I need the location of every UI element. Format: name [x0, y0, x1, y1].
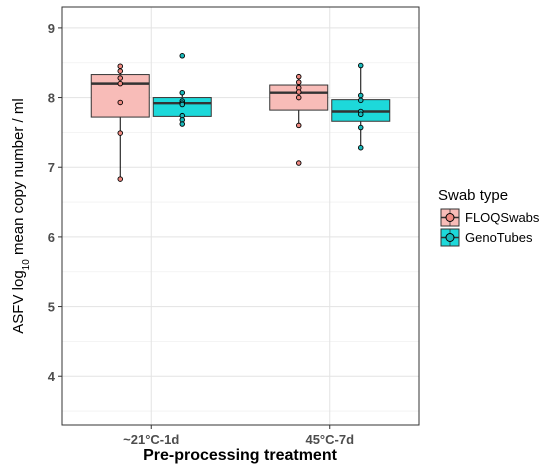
y-tick-label: 4 [48, 369, 56, 384]
y-tick-label: 9 [48, 21, 55, 36]
legend-label: GenoTubes [465, 230, 533, 245]
data-point [179, 121, 185, 127]
data-point [296, 160, 302, 166]
plot-border [61, 6, 420, 426]
x-axis: ~21°C-1d 45°C-7d [123, 425, 354, 447]
data-point [117, 63, 123, 69]
y-axis-label: ASFV log10 mean copy number / ml [10, 98, 32, 333]
data-point [117, 75, 123, 81]
y-tick-label: 8 [48, 91, 55, 106]
data-point [117, 176, 123, 182]
data-point [358, 92, 364, 99]
legend-label: FLOQSwabs [465, 210, 540, 225]
y-tick-label: 7 [48, 160, 55, 175]
plot-panel [62, 7, 419, 425]
data-point [296, 94, 302, 101]
data-point [358, 62, 364, 69]
legend: Swab type FLOQSwabs GenoTubes [438, 187, 540, 247]
data-point [358, 111, 364, 118]
data-point [117, 68, 123, 74]
x-tick-label: 45°C-7d [305, 432, 354, 447]
data-point [179, 53, 185, 59]
box [90, 74, 150, 118]
box-layer [90, 53, 391, 182]
data-point [296, 89, 302, 95]
legend-title: Swab type [438, 187, 508, 204]
legend-key-point [445, 213, 455, 222]
y-tick-label: 5 [48, 300, 55, 315]
data-point [117, 99, 123, 106]
data-point [296, 122, 302, 129]
x-tick-label: ~21°C-1d [123, 432, 179, 447]
y-axis-label-suffix: mean copy number / ml [10, 98, 27, 259]
data-point [358, 144, 364, 151]
data-point [179, 89, 185, 96]
y-tick-label: 6 [48, 230, 55, 245]
y-axis-label-subscript: 10 [21, 259, 32, 271]
y-axis: 4 5 6 7 8 9 [48, 21, 62, 384]
data-point [358, 124, 364, 131]
legend-key-point [445, 233, 455, 242]
data-point [179, 101, 185, 108]
data-point [117, 80, 123, 87]
data-point [358, 97, 364, 104]
x-axis-label: Pre-processing treatment [143, 447, 338, 464]
data-point [296, 73, 302, 80]
data-point [296, 79, 302, 85]
y-axis-label-prefix: ASFV log [10, 270, 27, 333]
data-point [117, 130, 123, 136]
